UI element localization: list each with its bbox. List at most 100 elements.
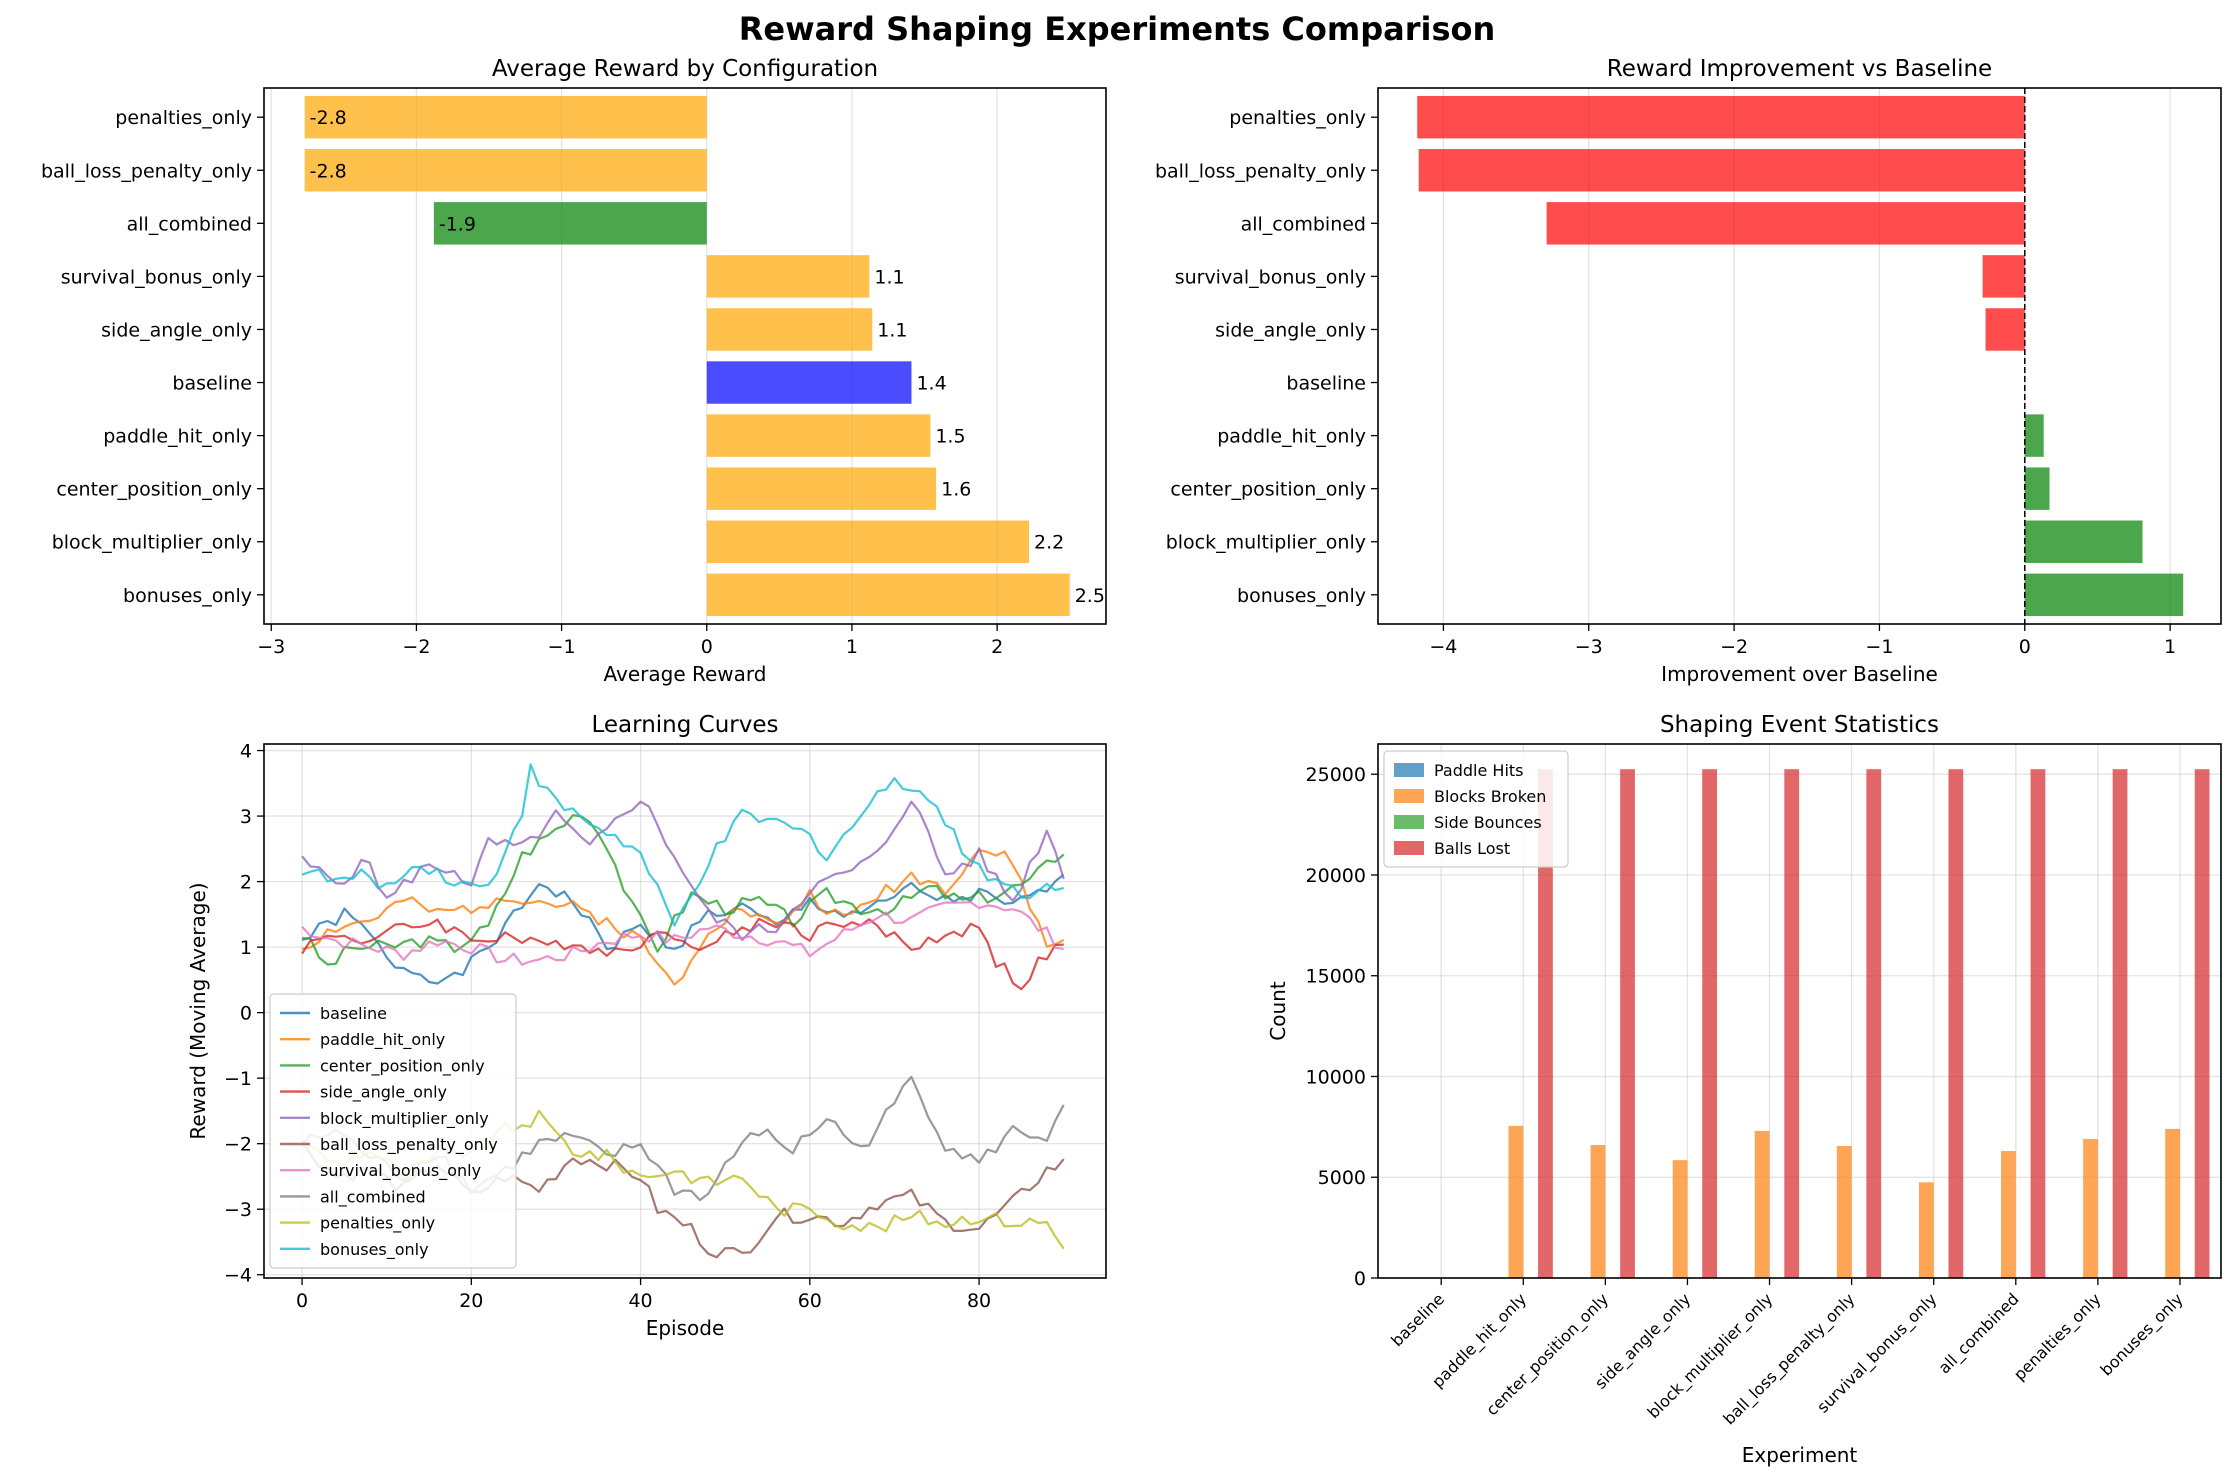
legend-label-baseline: baseline	[320, 1004, 387, 1023]
x-tick-label: 0	[701, 636, 713, 658]
bar-balls-lost-paddle-hit-only	[1538, 769, 1553, 1278]
legend-label-paddle-hits: Paddle Hits	[1434, 761, 1524, 780]
legend-box	[1383, 750, 1569, 868]
y-tick-label-bonuses-only: bonuses_only	[1237, 585, 1366, 607]
legend-label-bonuses-only: bonuses_only	[320, 1240, 429, 1260]
legend-label-center-position-only: center_position_only	[320, 1056, 485, 1076]
bar-blocks-broken-block-multiplier-only	[1754, 1130, 1770, 1278]
bar-balls-lost-center-position-only	[1620, 769, 1635, 1278]
legend-label-balls-lost: Balls Lost	[1434, 839, 1510, 858]
y-tick-label-ball-loss-penalty-only: ball_loss_penalty_only	[41, 160, 252, 182]
y-tick-label: −1	[224, 1068, 252, 1090]
y-tick-label-ball-loss-penalty-only: ball_loss_penalty_only	[1155, 160, 1366, 182]
bar-survival-bonus-only	[1982, 255, 2025, 298]
y-tick-label-penalties-only: penalties_only	[115, 107, 252, 129]
bar-balls-lost-side-angle-only	[1702, 769, 1718, 1278]
bar-bonuses-only	[2024, 573, 2184, 617]
x-tick-label-ball-loss-penalty-only: ball_loss_penalty_only	[1719, 1289, 1859, 1429]
y-tick-label-side-angle-only: side_angle_only	[1215, 319, 1366, 341]
bar-ball-loss-penalty-only	[1418, 149, 2025, 192]
legend-label-blocks-broken: Blocks Broken	[1434, 787, 1546, 806]
bar-value-label-bonuses-only: 2.5	[1075, 585, 1105, 607]
y-tick-label: 25000	[1306, 764, 1366, 786]
bar-blocks-broken-penalties-only	[2083, 1138, 2098, 1278]
series-line-survival-bonus-only	[301, 900, 1064, 966]
bar-blocks-broken-ball-loss-penalty-only	[1836, 1146, 1852, 1278]
panel-title: Reward Improvement vs Baseline	[1607, 56, 1992, 82]
x-tick-label: 80	[967, 1290, 991, 1312]
y-tick-label: 2	[240, 872, 252, 894]
bar-value-label-ball-loss-penalty-only: -2.8	[310, 160, 347, 182]
bar-ball-loss-penalty-only	[304, 149, 707, 192]
series-line-side-angle-only	[301, 917, 1064, 991]
y-tick-label: −2	[224, 1134, 252, 1156]
series-line-paddle-hit-only	[301, 848, 1065, 986]
x-tick-label: −1	[1865, 636, 1893, 658]
average-reward-chart: 2.5 2.2 1.6 1.5 1.4 1.1 1.1 -1.9 -2.8 -2.8 −3 −2 −1 0…	[41, 56, 1107, 686]
shaping-event-statistics-chart: baselinepaddle_hit_onlycenter_position_o…	[1266, 712, 2222, 1467]
bar-blocks-broken-center-position-only	[1590, 1145, 1606, 1278]
legend-label-all-combined: all_combined	[320, 1187, 426, 1207]
y-tick-label-survival-bonus-only: survival_bonus_only	[1175, 266, 1366, 288]
x-tick-label: 0	[296, 1290, 308, 1312]
bar-balls-lost-bonuses-only	[2194, 769, 2210, 1278]
legend-label-side-bounces: Side Bounces	[1434, 813, 1542, 832]
y-tick-label: −4	[224, 1265, 252, 1287]
bar-value-label-baseline: 1.4	[916, 373, 946, 395]
legend-swatch-side-bounces	[1394, 815, 1424, 829]
y-tick-label-all-combined: all_combined	[127, 213, 252, 235]
figure-title: Reward Shaping Experiments Comparison	[739, 10, 1496, 48]
y-tick-label-bonuses-only: bonuses_only	[123, 585, 252, 607]
y-tick-label-center-position-only: center_position_only	[56, 479, 252, 501]
bar-all-combined	[433, 202, 707, 245]
y-tick-label-penalties-only: penalties_only	[1229, 107, 1366, 129]
legend-label-block-multiplier-only: block_multiplier_only	[320, 1109, 489, 1129]
y-tick-label-paddle-hit-only: paddle_hit_only	[103, 426, 252, 448]
x-tick-label: 1	[846, 636, 858, 658]
y-tick-label: 20000	[1306, 865, 1366, 887]
bar-penalties-only	[1417, 95, 2025, 139]
bar-value-label-survival-bonus-only: 1.1	[874, 266, 904, 288]
bar-paddle-hit-only	[2024, 414, 2044, 457]
panel-title: Shaping Event Statistics	[1660, 712, 1939, 738]
y-tick-label-center-position-only: center_position_only	[1170, 479, 1366, 501]
bar-balls-lost-block-multiplier-only	[1784, 769, 1800, 1278]
y-tick-label-baseline: baseline	[1286, 373, 1366, 395]
y-tick-label-paddle-hit-only: paddle_hit_only	[1217, 426, 1366, 448]
y-tick-label: 4	[240, 741, 252, 763]
bar-side-angle-only	[1985, 308, 2025, 351]
y-axis-label: Count	[1266, 981, 1290, 1041]
plot-frame	[263, 743, 1107, 1279]
bar-blocks-broken-paddle-hit-only	[1508, 1125, 1524, 1278]
x-tick-label-baseline: baseline	[1387, 1289, 1448, 1350]
legend-swatch-blocks-broken	[1394, 789, 1424, 803]
y-tick-label-side-angle-only: side_angle_only	[101, 319, 252, 341]
x-tick-label-all-combined: all_combined	[1935, 1289, 2024, 1378]
legend-box	[269, 993, 517, 1269]
plot-frame	[1377, 743, 2222, 1279]
y-tick-label-baseline: baseline	[172, 373, 252, 395]
x-tick-label: −3	[257, 636, 285, 658]
bar-paddle-hit-only	[706, 414, 931, 457]
bar-value-label-center-position-only: 1.6	[941, 479, 971, 501]
y-tick-label: 0	[240, 1003, 252, 1025]
x-tick-label: 1	[2164, 636, 2176, 658]
x-tick-label: −4	[1429, 636, 1457, 658]
x-axis-label: Episode	[646, 1316, 725, 1340]
bar-balls-lost-all-combined	[2030, 769, 2046, 1278]
y-axis-label: Reward (Moving Average)	[186, 882, 210, 1139]
x-axis-label: Experiment	[1742, 1443, 1858, 1467]
bar-value-label-penalties-only: -2.8	[310, 107, 347, 129]
x-tick-label: −2	[1720, 636, 1748, 658]
y-tick-label-block-multiplier-only: block_multiplier_only	[52, 532, 252, 554]
bar-side-angle-only	[706, 308, 873, 351]
panel-title: Average Reward by Configuration	[492, 56, 878, 82]
x-tick-label: −2	[402, 636, 430, 658]
x-tick-label: 60	[798, 1290, 822, 1312]
series-line-block-multiplier-only	[301, 800, 1065, 942]
panel-title: Learning Curves	[592, 712, 779, 738]
bar-balls-lost-survival-bonus-only	[1948, 769, 1964, 1278]
bar-blocks-broken-survival-bonus-only	[1918, 1182, 1934, 1278]
bar-center-position-only	[2024, 467, 2050, 510]
